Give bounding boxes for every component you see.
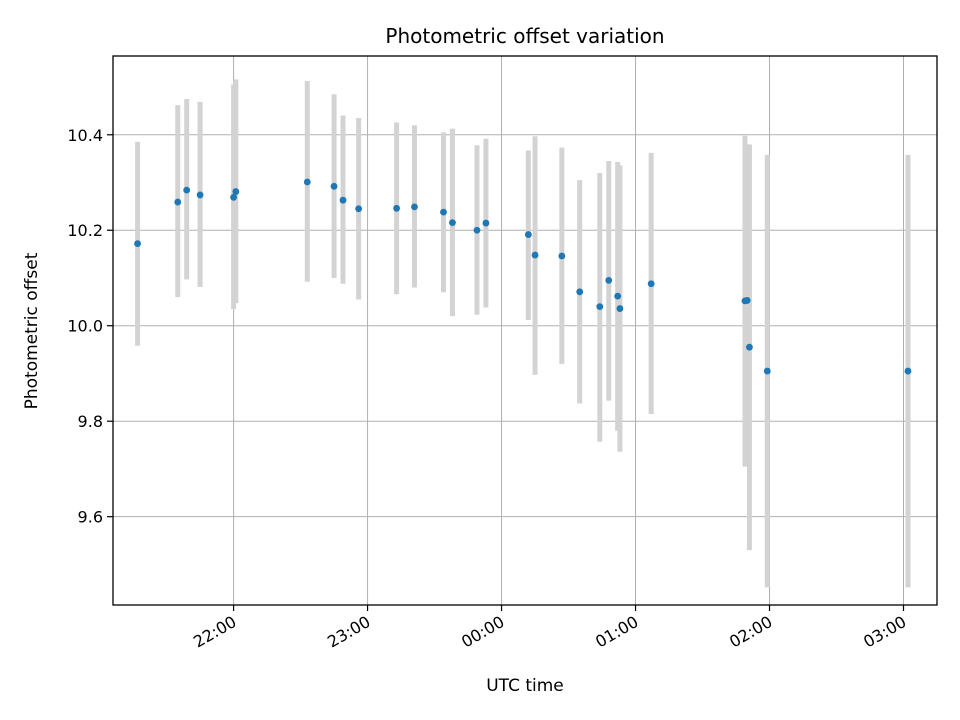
data-point: [339, 196, 347, 204]
data-point: [524, 231, 532, 238]
data-point: [230, 193, 237, 201]
data-point: [746, 343, 753, 351]
data-point: [134, 240, 141, 248]
data-point: [232, 188, 240, 195]
y-tick-label: 9.8: [78, 412, 103, 431]
y-tick-label: 10.2: [67, 221, 103, 240]
plot-frame: [112, 55, 938, 606]
y-tick-label: 10.0: [67, 317, 103, 336]
data-points: [134, 178, 912, 375]
chart-title: Photometric offset variation: [385, 24, 664, 48]
data-point: [558, 252, 566, 260]
x-axis-title: UTC time: [486, 676, 564, 696]
data-point: [330, 182, 338, 190]
data-point: [449, 219, 456, 227]
data-point: [743, 297, 751, 304]
y-tick-label: 9.6: [78, 508, 103, 527]
data-point: [482, 219, 490, 227]
data-point: [411, 203, 418, 211]
data-point: [596, 303, 604, 311]
data-point: [440, 208, 447, 216]
data-point: [904, 367, 912, 375]
data-point: [531, 251, 539, 259]
data-point: [196, 191, 204, 199]
data-point: [647, 280, 655, 288]
data-point: [183, 186, 191, 194]
data-point: [605, 276, 613, 284]
y-axis-title: Photometric offset: [22, 252, 42, 409]
data-point: [303, 178, 311, 186]
y-axis: 9.6 9.8 10.0 10.2 10.4: [67, 126, 113, 527]
y-tick-label: 10.4: [67, 126, 103, 145]
data-point: [576, 288, 584, 296]
data-point: [473, 226, 481, 234]
data-point: [393, 204, 400, 212]
data-point: [355, 205, 363, 213]
data-point: [763, 367, 771, 375]
data-point: [614, 292, 622, 300]
data-point: [616, 305, 624, 312]
data-point: [174, 198, 182, 206]
